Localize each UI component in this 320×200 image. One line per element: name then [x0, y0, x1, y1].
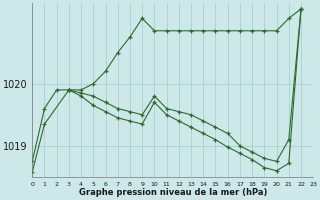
- X-axis label: Graphe pression niveau de la mer (hPa): Graphe pression niveau de la mer (hPa): [78, 188, 267, 197]
